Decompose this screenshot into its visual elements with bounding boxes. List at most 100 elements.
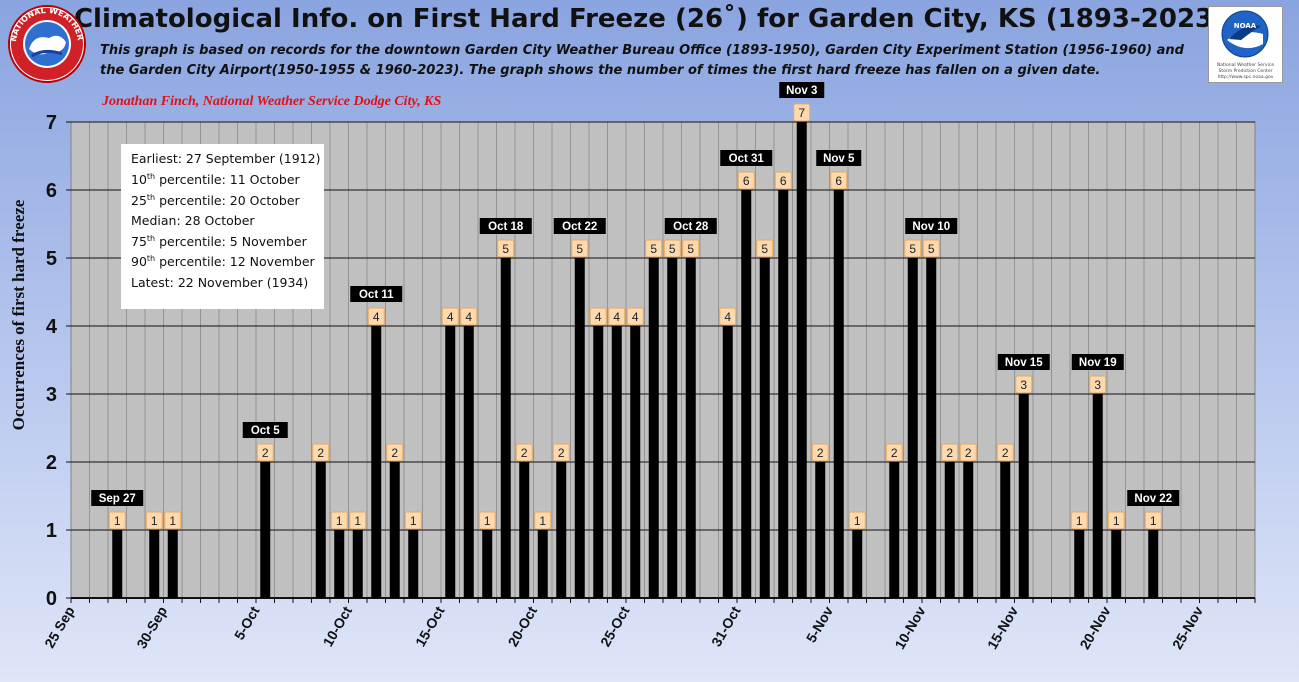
stat-p75: 75th percentile: 5 November [131,234,307,250]
date-callout: Nov 19 [1079,357,1117,369]
bar [648,258,659,598]
value-label: 5 [650,242,657,256]
y-tick-label: 2 [46,452,57,474]
value-label: 2 [558,446,565,460]
value-label-box [1144,511,1162,530]
y-tick-label: 6 [46,180,57,202]
value-label-box [848,511,866,530]
value-label-box [996,443,1014,462]
bar [685,258,696,598]
bar [500,258,511,598]
stat-p10: 10th percentile: 11 October [131,172,300,188]
date-callout: Nov 5 [823,153,855,165]
bar [389,462,400,598]
value-label: 2 [391,446,398,460]
date-callout-box [242,422,288,438]
value-label: 2 [1002,446,1009,460]
value-label: 1 [1150,514,1157,528]
bar [852,530,863,598]
bar [593,326,604,598]
value-label-box [108,511,126,530]
date-callout: Nov 22 [1134,493,1172,505]
value-label-box [478,511,496,530]
x-tick-label: 10-Nov [891,603,928,652]
bar [463,326,474,598]
value-label: 1 [854,514,861,528]
noaa-logo-text: NOAA [1234,22,1257,30]
value-label: 1 [410,514,417,528]
date-callout-box [91,490,144,506]
value-label-box [534,511,552,530]
value-label-box [793,103,811,122]
chart-author: Jonathan Finch, National Weather Service… [102,94,442,109]
value-label-box [145,511,163,530]
bar [667,258,678,598]
noaa-caption-1: National Weather Service [1216,63,1275,68]
nws-logo-icon: NATIONAL WEATHER SERVICE [4,4,86,83]
value-label: 2 [965,446,972,460]
value-label: 1 [484,514,491,528]
bar [796,122,807,598]
x-tick-label: 5-Oct [231,603,263,642]
bar [112,530,123,598]
value-label: 2 [262,446,269,460]
value-label: 5 [928,242,935,256]
date-callout: Oct 28 [673,221,709,233]
value-label-box [1015,375,1033,394]
stats-box: Earliest: 27 September (1912) 10th perce… [121,144,324,309]
bar [1018,394,1029,598]
value-label-box [164,511,182,530]
value-label-box [830,171,848,190]
x-tick-label: 20-Nov [1076,603,1113,652]
bar [778,190,789,598]
value-label-box [1089,375,1107,394]
date-callout: Oct 11 [359,289,394,301]
value-label: 2 [946,446,953,460]
chart-description: This graph is based on records for the d… [100,43,1184,78]
bar [537,530,548,598]
noaa-logo: NOAA National Weather Service Storm Pred… [1208,6,1283,83]
bar [574,258,585,598]
bar [445,326,456,598]
value-label: 3 [1020,378,1027,392]
value-label: 2 [891,446,898,460]
date-callout: Nov 10 [912,221,950,233]
date-callout-box [1071,354,1124,370]
value-label-box [663,239,681,258]
value-label: 6 [743,174,750,188]
value-label: 5 [576,242,583,256]
date-callout: Nov 15 [1005,357,1043,369]
value-label: 5 [687,242,694,256]
bar [334,530,345,598]
bar [1000,462,1011,598]
date-callout-box [997,354,1050,370]
value-label-box [515,443,533,462]
bar [926,258,937,598]
stat-p90: 90th percentile: 12 November [131,254,315,270]
bar [519,462,530,598]
y-tick-label: 7 [46,112,57,134]
value-label: 4 [447,310,454,324]
value-label: 7 [798,106,805,120]
bar [1148,530,1159,598]
noaa-caption-3: http://www.spc.noaa.gov [1217,75,1274,80]
value-label: 2 [317,446,324,460]
date-callout: Nov 3 [786,85,817,97]
bar [759,258,770,598]
value-label-box [608,307,626,326]
value-label: 5 [909,242,916,256]
value-label: 1 [354,514,361,528]
value-label: 6 [835,174,842,188]
value-label: 4 [465,310,472,324]
value-label-box [774,171,792,190]
value-label: 1 [336,514,343,528]
y-tick-label: 1 [46,520,57,542]
date-callout: Sep 27 [99,493,136,505]
value-label: 1 [151,514,158,528]
value-label-box [719,307,737,326]
bar [1074,530,1085,598]
value-label-box [1070,511,1088,530]
bar [408,530,419,598]
bar [630,326,641,598]
